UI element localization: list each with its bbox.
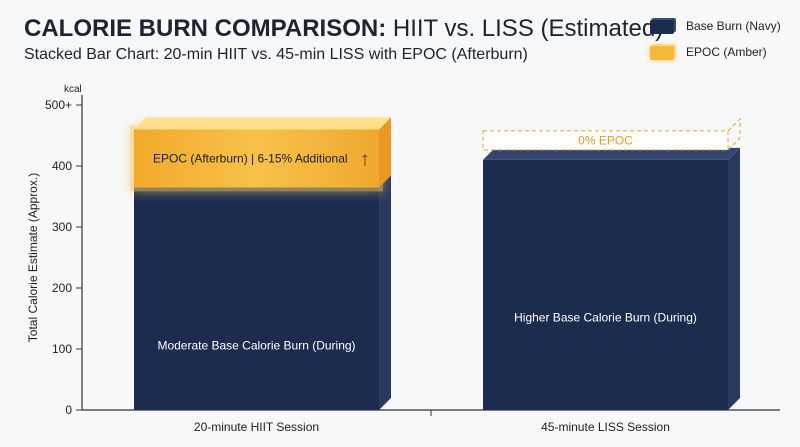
base-bar-side	[379, 175, 391, 410]
x-tick-label: 20-minute HIIT Session	[194, 420, 319, 434]
epoc-placeholder	[482, 130, 729, 151]
chart-subtitle: Stacked Bar Chart: 20-min HIIT vs. 45-mi…	[24, 46, 528, 63]
epoc-bar-side	[379, 117, 391, 188]
y-unit-label: kcal	[64, 84, 82, 95]
y-tick-label: 100	[52, 342, 72, 356]
base-bar-label: Higher Base Calorie Burn (During)	[514, 310, 697, 324]
epoc-placeholder-side	[727, 117, 741, 151]
chart-title-bold: CALORIE BURN COMPARISON:	[24, 15, 387, 42]
base-bar-top	[483, 147, 740, 160]
epoc-up-arrow: ↑	[360, 148, 370, 170]
y-tick-label: 200	[52, 281, 72, 295]
base-bar-label: Moderate Base Calorie Burn (During)	[157, 338, 355, 352]
chart-title: CALORIE BURN COMPARISON: HIIT vs. LISS (…	[24, 14, 663, 44]
base-bar	[134, 187, 379, 410]
epoc-bar-label: EPOC (Afterburn) | 6-15% Additional	[153, 151, 348, 165]
epoc-bar	[134, 129, 379, 188]
legend-swatch-epoc	[650, 46, 674, 60]
base-bar-side	[728, 147, 740, 410]
y-tick-label: 300	[52, 220, 72, 234]
legend-swatch-base	[650, 20, 674, 34]
chart-title-rest: HIIT vs. LISS (Estimated)	[392, 15, 664, 42]
y-tick-label: 0	[65, 403, 72, 417]
y-axis-label: Total Calorie Estimate (Approx.)	[26, 173, 40, 342]
epoc-placeholder-label: 0% EPOC	[578, 133, 633, 147]
legend-label-epoc: EPOC (Amber)	[686, 45, 767, 59]
epoc-bar-top	[134, 117, 391, 130]
x-tick-label: 45-minute LISS Session	[541, 420, 670, 434]
y-tick-label: 400	[52, 159, 72, 173]
legend-label-base: Base Burn (Navy)	[686, 19, 781, 33]
y-tick-label: 500+	[45, 98, 72, 112]
base-bar	[483, 159, 728, 410]
